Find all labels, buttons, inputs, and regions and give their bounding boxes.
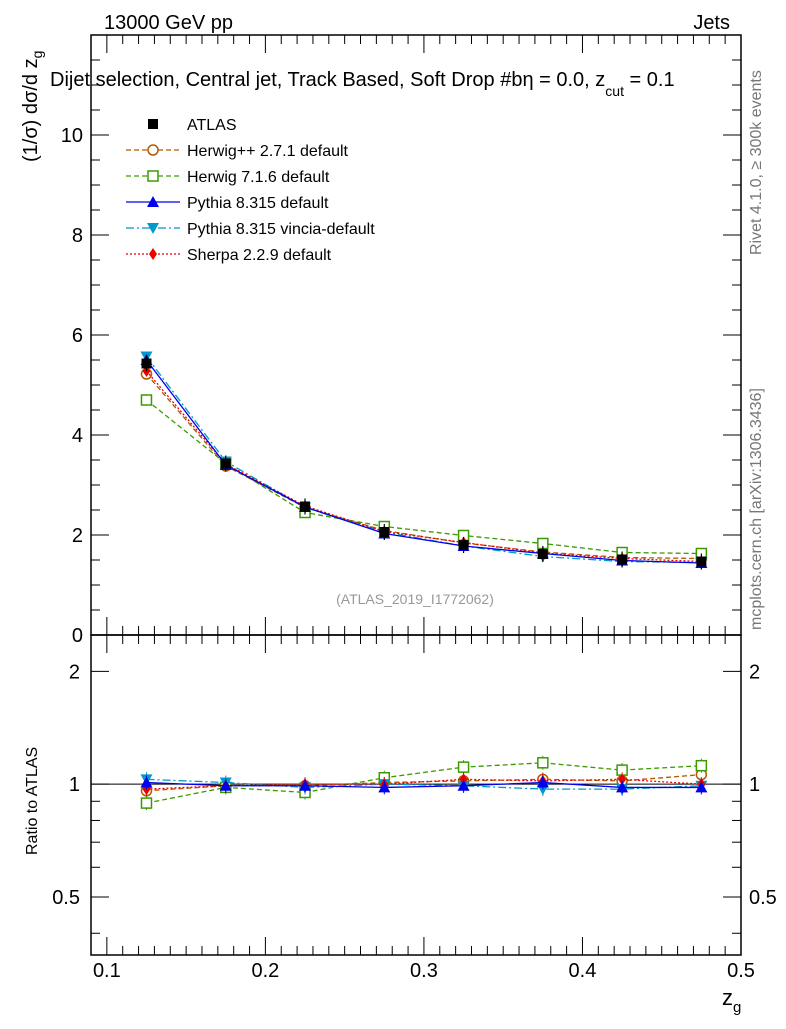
y-axis-label-subscript: g xyxy=(29,51,45,59)
y-tick-label-10: 10 xyxy=(61,125,83,147)
pythia-8-315-default-ratio-point xyxy=(616,781,629,793)
legend: ATLAS Herwig++ 2.7.1 default Herwig 7.1.… xyxy=(187,117,375,264)
ratio-y-tick-label-right-0.5: 0.5 xyxy=(749,887,777,909)
ratio-y-tick-label-0.5: 0.5 xyxy=(52,887,80,909)
ratio-y-tick-label-1: 1 xyxy=(69,774,80,796)
pythia-8-315-default-ratio-point xyxy=(378,781,391,793)
legend-marker-atlas xyxy=(148,119,158,129)
analysis-id-label: (ATLAS_2019_I1772062) xyxy=(336,591,494,607)
atlas-point xyxy=(220,458,231,469)
pythia-8-315-default-ratio-point xyxy=(695,781,708,793)
x-tick-label-0.3: 0.3 xyxy=(410,960,438,982)
y-tick-label-6: 6 xyxy=(72,325,83,347)
collision-label: 13000 GeV pp xyxy=(104,12,233,34)
plot-title-end: = 0.1 xyxy=(624,69,675,91)
atlas-point xyxy=(696,556,707,567)
y-tick-label-4: 4 xyxy=(72,425,83,447)
atlas-point xyxy=(458,540,469,550)
pythia-8-315-default-line xyxy=(145,359,702,564)
x-tick-label-0.5: 0.5 xyxy=(727,960,755,982)
atlas-point xyxy=(141,358,152,369)
x-tick-label-0.2: 0.2 xyxy=(251,960,279,982)
herwig-7-1-6-default-ratio-point xyxy=(695,759,708,772)
pythia-8-315-default-ratio-point xyxy=(219,779,232,791)
legend-label-pythia: Pythia 8.315 default xyxy=(187,195,329,212)
sherpa-2-2-9-default-ratio-point xyxy=(618,773,627,786)
atlas-point xyxy=(617,554,628,565)
pythia-8-315-default-ratio-point xyxy=(299,779,312,791)
mcplots-reference-label: mcplots.cern.ch [arXiv:1306.3436] xyxy=(748,388,765,630)
pythia-8-315-default-ratio-point xyxy=(140,776,153,788)
herwig-7-1-6-default-ratio-point xyxy=(457,761,470,773)
x-axis-label: zg xyxy=(722,985,741,1016)
herwig-7-1-6-default-ratio-point xyxy=(140,797,153,809)
atlas-point xyxy=(379,527,390,537)
legend-marker-herwig-2-7-1-default xyxy=(147,144,159,156)
legend-label-vincia: Pythia 8.315 vincia-default xyxy=(187,221,375,238)
pythia-8-315-default-ratio-point xyxy=(457,779,470,791)
sherpa-2-2-9-default-line xyxy=(145,370,702,563)
legend-label-herwigpp: Herwig++ 2.7.1 default xyxy=(187,143,349,160)
legend-marker-pythia-8-315-default xyxy=(147,196,159,207)
pythia-8-315-default-ratio-line xyxy=(146,781,702,789)
rivet-version-label: Rivet 4.1.0, ≥ 300k events xyxy=(748,70,765,255)
y-axis-label-main: (1/σ) dσ/d z xyxy=(20,58,42,162)
legend-label-sherpa: Sherpa 2.2.9 default xyxy=(187,247,332,264)
y-tick-label-2: 2 xyxy=(72,525,83,547)
ratio-y-tick-label-right-2: 2 xyxy=(749,661,760,683)
legend-label-atlas: ATLAS xyxy=(187,117,237,134)
ratio-y-tick-label-right-1: 1 xyxy=(749,774,760,796)
y-tick-label-8: 8 xyxy=(72,225,83,247)
herwig-7-1-6-default-line xyxy=(146,399,702,555)
legend-marker-herwig-7-1-6-default xyxy=(147,170,159,182)
plot-title-subscript: cut xyxy=(605,83,624,99)
x-tick-label-0.1: 0.1 xyxy=(93,960,121,982)
atlas-point xyxy=(537,549,548,559)
jets-label: Jets xyxy=(693,12,730,34)
ratio-y-tick-label-2: 2 xyxy=(69,661,80,683)
pythia-8-315-vincia-default-line xyxy=(145,356,702,564)
legend-label-herwig7: Herwig 7.1.6 default xyxy=(187,169,330,186)
y-axis-label: (1/σ) dσ/d zg xyxy=(20,51,45,162)
plot-title-main: Dijet selection, Central jet, Track Base… xyxy=(50,69,522,91)
herwig-7-1-6-default-ratio-point xyxy=(537,757,549,769)
ratio-y-axis-label: Ratio to ATLAS xyxy=(24,747,41,855)
x-tick-label-0.4: 0.4 xyxy=(569,960,597,982)
herwig-7-1-6-default-ratio-line xyxy=(146,762,702,804)
x-axis-label-main: z xyxy=(722,985,733,1010)
plot-title-eta: η = 0.0, z xyxy=(522,69,605,91)
legend-marker-pythia-8-315-vincia-default xyxy=(147,223,159,234)
plot-title: Dijet selection, Central jet, Track Base… xyxy=(50,69,675,99)
legend-marker-sherpa-2-2-9-default xyxy=(149,248,157,260)
pythia-8-315-vincia-default-ratio-line xyxy=(146,778,702,790)
atlas-point xyxy=(300,501,311,512)
y-tick-label-0: 0 xyxy=(72,625,83,647)
herwig-2-7-1-default-line xyxy=(145,373,702,560)
pythia-8-315-default-ratio-point xyxy=(536,776,549,788)
x-axis-label-subscript: g xyxy=(733,999,741,1016)
ratio-panel-frame xyxy=(90,634,742,956)
herwig-7-1-6-default-point xyxy=(140,394,153,406)
